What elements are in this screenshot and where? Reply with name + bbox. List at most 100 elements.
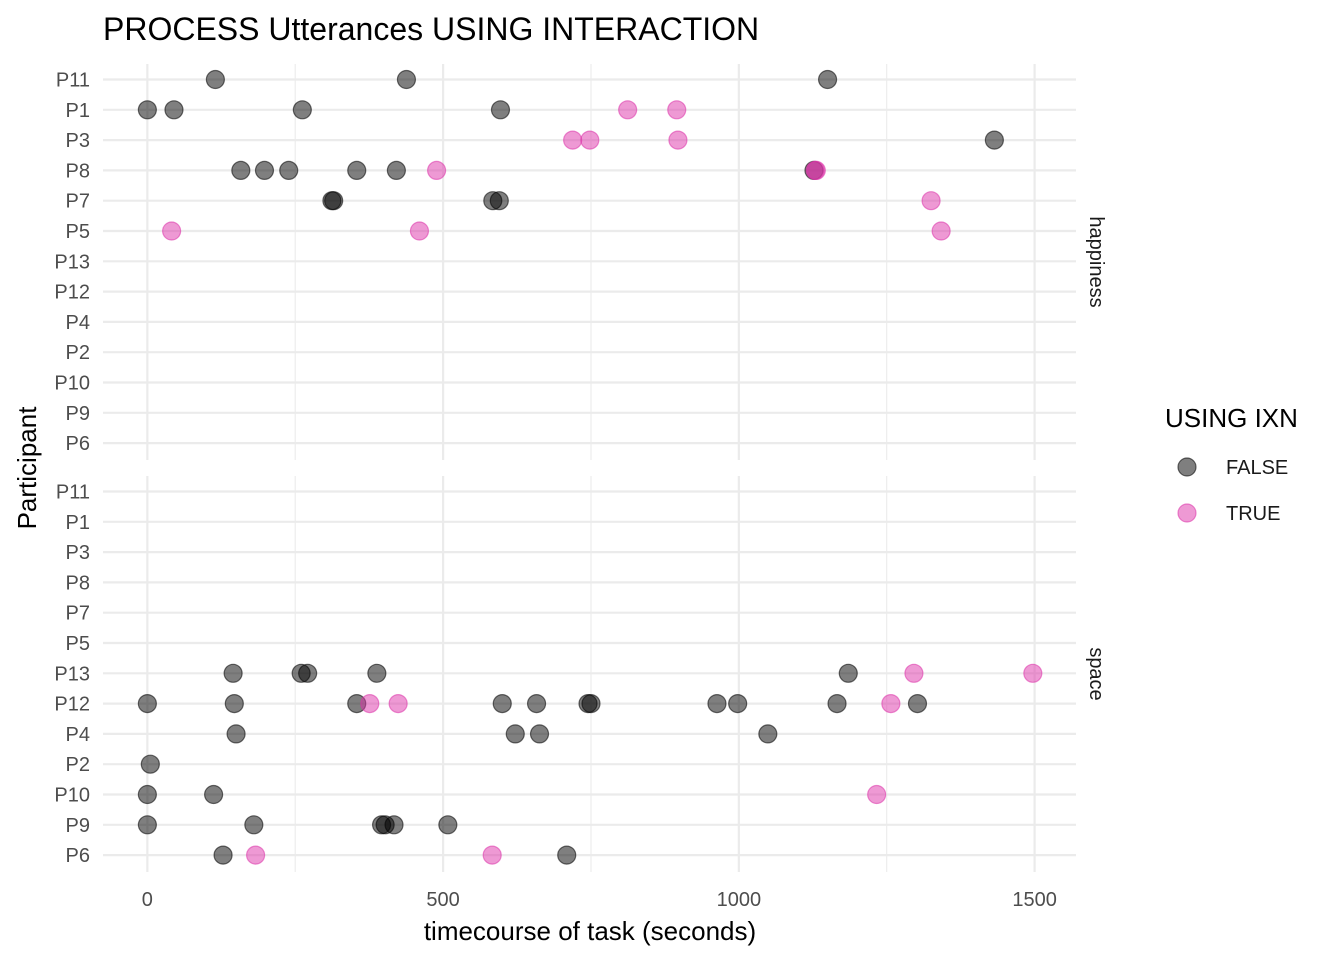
data-point (427, 160, 447, 180)
data-point (438, 815, 458, 835)
legend-entry: FALSE (1177, 457, 1288, 479)
data-point (324, 191, 344, 211)
y-tick-label: P7 (66, 191, 90, 213)
data-point (728, 693, 748, 714)
x-tick-label: 1500 (1012, 889, 1057, 911)
data-point (204, 784, 224, 805)
data-point (164, 100, 184, 120)
y-tick-label: P9 (66, 403, 90, 425)
y-tick-label: P4 (66, 312, 90, 334)
legend-label: FALSE (1226, 457, 1288, 479)
data-point (367, 663, 387, 683)
y-tick-label: P3 (66, 542, 90, 564)
y-tick-label: P2 (66, 342, 90, 364)
data-point (489, 191, 509, 211)
data-point (224, 693, 244, 714)
legend-key (1177, 503, 1197, 523)
y-tick-label: P11 (56, 70, 90, 92)
y-tick-label: P10 (54, 373, 90, 395)
data-point (817, 69, 838, 90)
data-point (347, 160, 367, 180)
y-tick-label: P5 (66, 221, 90, 243)
y-tick-label: P7 (66, 603, 90, 625)
legend-entry: TRUE (1177, 503, 1280, 525)
y-tick-label: P13 (54, 251, 90, 273)
points-space (137, 663, 1043, 865)
data-point (529, 724, 550, 744)
y-tick-label: P3 (66, 130, 90, 152)
data-point (360, 693, 380, 714)
x-tick-label: 0 (142, 889, 153, 911)
data-point (1023, 663, 1043, 683)
data-point (881, 693, 901, 714)
data-point (904, 663, 924, 683)
data-point (668, 130, 688, 150)
y-tick-label: P1 (66, 512, 90, 534)
data-point (984, 130, 1004, 150)
data-point (244, 815, 264, 835)
chart-title: PROCESS Utterances USING INTERACTION (103, 11, 759, 47)
y-tick-label: P1 (66, 100, 90, 122)
data-point (140, 754, 160, 774)
data-point (618, 100, 638, 120)
facet-panels: P11P1P3P8P7P5P13P12P4P2P10P9P6happinessP… (54, 64, 1107, 911)
data-point (226, 724, 246, 744)
data-point (490, 100, 511, 120)
data-point (292, 100, 312, 120)
y-tick-label: P6 (66, 433, 90, 455)
y-tick-label: P8 (66, 572, 90, 594)
data-point (505, 724, 525, 744)
data-point (223, 663, 243, 683)
facet-strip-label: happiness (1085, 216, 1107, 307)
data-point (254, 160, 275, 180)
data-point (409, 221, 430, 241)
data-point (231, 160, 251, 180)
data-point (581, 693, 601, 714)
data-point (298, 663, 318, 683)
data-point (931, 221, 951, 241)
data-point (279, 160, 299, 180)
legend-title: USING IXN (1165, 403, 1298, 433)
y-tick-label: P8 (66, 160, 90, 182)
data-point (557, 845, 577, 865)
data-point (246, 845, 266, 865)
y-tick-label: P12 (54, 694, 90, 716)
data-point (563, 130, 583, 150)
legend-key (1177, 457, 1197, 477)
y-tick-label: P11 (56, 482, 90, 504)
x-tick-label: 1000 (717, 889, 762, 911)
x-tick-label: 500 (426, 889, 459, 911)
x-axis-title: timecourse of task (seconds) (424, 916, 756, 946)
data-point (867, 784, 887, 805)
y-tick-label: P5 (66, 633, 90, 655)
data-point (388, 693, 408, 714)
data-point (806, 160, 826, 180)
data-point (827, 693, 847, 714)
data-point (384, 815, 404, 835)
y-tick-label: P4 (66, 724, 90, 746)
x-axis: 0 500 1000 1500 (142, 889, 1057, 911)
data-point (667, 100, 687, 120)
data-point (482, 845, 502, 865)
data-point (137, 100, 157, 120)
data-point (580, 130, 600, 150)
y-tick-label: P13 (54, 663, 90, 685)
points-happiness (137, 69, 1004, 241)
y-axis-title: Participant (12, 406, 42, 530)
facet-strip-label: space (1085, 647, 1107, 700)
y-tick-label: P9 (66, 815, 90, 837)
data-point (137, 815, 157, 835)
data-point (707, 693, 727, 714)
data-point (907, 693, 928, 714)
data-point (213, 845, 233, 865)
data-point (921, 191, 941, 211)
y-tick-label: P2 (66, 754, 90, 776)
legend: USING IXN FALSE TRUE (1165, 403, 1298, 525)
y-tick-label: P6 (66, 845, 90, 867)
data-point (526, 693, 547, 714)
legend-label: TRUE (1226, 503, 1280, 525)
data-point (162, 221, 182, 241)
facet-panel-space: P11 P1 P3 P8 P7 P5 P13 P12 P4 P2 P10 P9 P6 space (54, 476, 1107, 872)
data-point (396, 69, 417, 90)
